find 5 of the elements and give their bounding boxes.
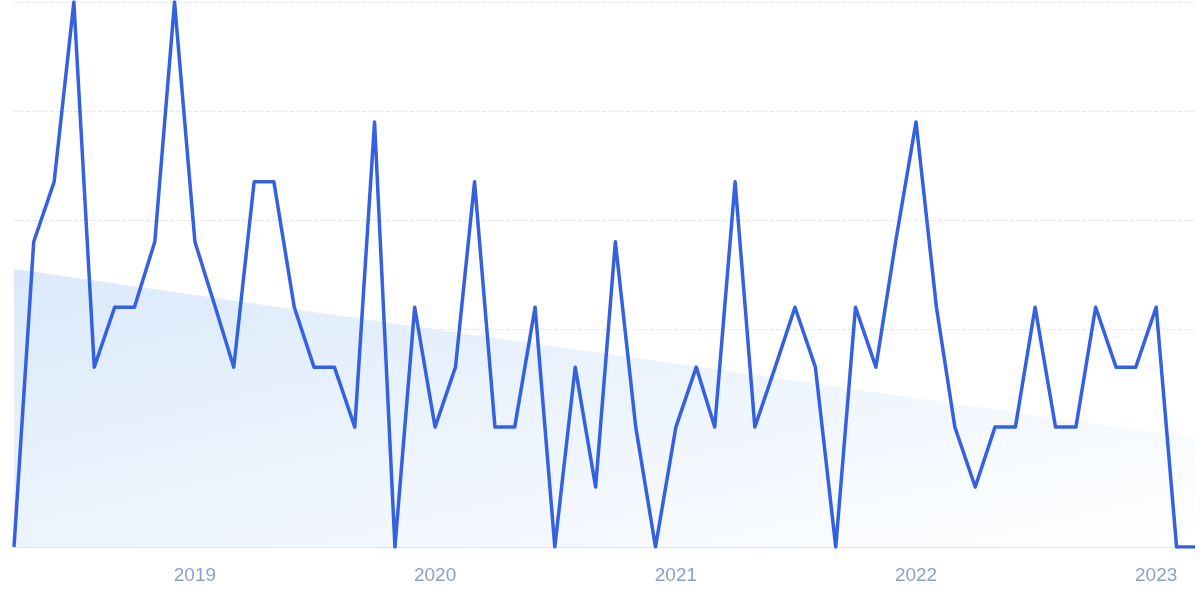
x-tick-label: 2019 xyxy=(173,564,217,585)
x-tick-label: 2023 xyxy=(1135,564,1178,585)
x-tick-label: 2021 xyxy=(654,564,698,585)
x-tick-label: 2020 xyxy=(413,564,457,585)
x-tick-label: 2022 xyxy=(894,564,938,585)
